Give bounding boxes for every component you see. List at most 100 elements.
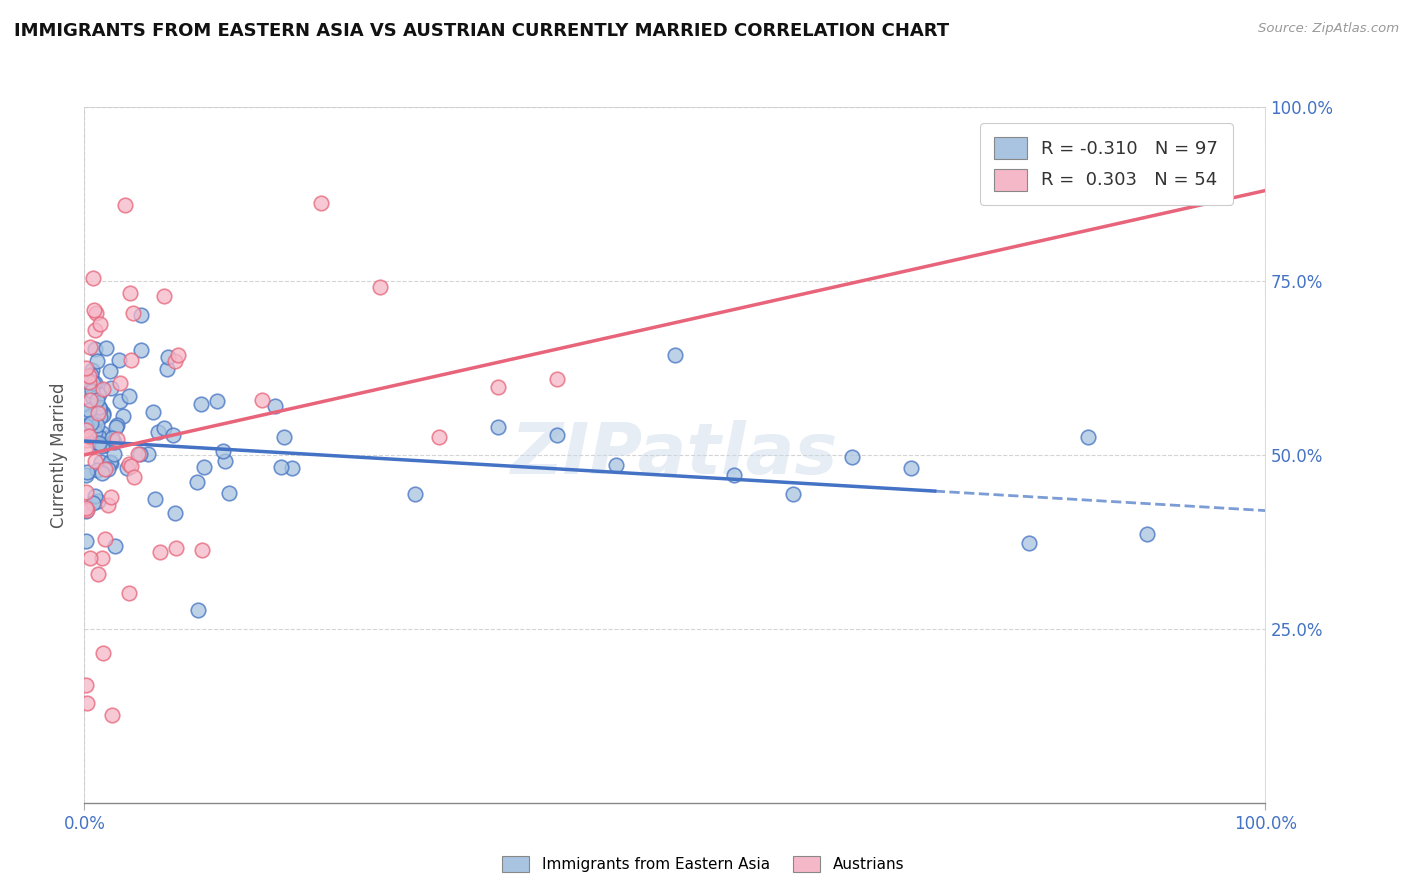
Point [546,428,568,442]
Point [86,566,108,581]
Point [143,492,166,507]
Point [100,708,122,723]
Point [263,399,285,413]
Point [75,423,97,437]
Point [193,460,215,475]
Point [76,696,98,710]
Point [83,303,105,318]
Point [281,461,304,475]
Legend: Immigrants from Eastern Asia, Austrians: Immigrants from Eastern Asia, Austrians [495,848,911,880]
Point [82,271,104,285]
Point [75,419,97,434]
Point [101,432,124,446]
Point [89,435,111,450]
Point [841,450,863,464]
Point [75,433,97,447]
Point [1077,430,1099,444]
Point [79,341,101,355]
Point [91,382,114,396]
Point [546,372,568,386]
Point [108,394,131,409]
Point [120,353,142,368]
Point [83,454,105,468]
Point [94,462,117,476]
Point [124,469,146,483]
Point [77,429,100,443]
Point [118,457,141,471]
Point [129,343,152,357]
Point [118,389,141,403]
Point [87,387,110,401]
Text: Source: ZipAtlas.com: Source: ZipAtlas.com [1258,22,1399,36]
Point [153,289,176,303]
Point [87,437,110,451]
Point [90,454,112,468]
Point [75,533,97,548]
Point [90,466,112,480]
Y-axis label: Currently Married: Currently Married [51,382,69,528]
Point [309,196,332,211]
Point [94,431,117,445]
Point [103,435,125,450]
Point [114,198,136,212]
Point [79,368,101,382]
Point [80,363,103,377]
Point [75,397,97,411]
Point [76,465,98,479]
Point [146,425,169,439]
Point [84,343,107,357]
Point [136,447,159,461]
Point [108,376,131,390]
Point [84,306,107,320]
Point [486,420,509,434]
Point [75,503,97,517]
Point [84,425,107,439]
Point [76,502,98,516]
Point [76,373,98,387]
Point [86,392,108,407]
Point [156,361,179,376]
Point [93,646,115,660]
Point [90,439,112,453]
Point [250,392,273,407]
Point [129,447,152,461]
Point [118,585,141,599]
Point [129,308,152,322]
Point [205,393,228,408]
Point [120,458,142,473]
Point [162,428,184,442]
Point [1018,535,1040,549]
Point [87,406,110,420]
Point [91,405,114,419]
Point [89,430,111,444]
Point [87,400,110,414]
Point [80,416,103,430]
Point [368,279,391,293]
Point [86,462,108,476]
Point [605,458,627,472]
Point [105,420,128,434]
Point [93,437,115,451]
Point [89,401,111,416]
Point [273,430,295,444]
Point [100,490,122,504]
Point [163,506,186,520]
Point [100,455,122,469]
Point [94,341,117,355]
Point [187,603,209,617]
Point [86,354,108,368]
Point [87,494,110,508]
Point [75,374,97,388]
Point [75,678,97,692]
Point [104,539,127,553]
Point [75,440,97,454]
Point [1136,527,1159,541]
Point [142,404,165,418]
Point [90,550,112,565]
Point [404,487,426,501]
Point [165,541,187,555]
Point [723,467,745,482]
Point [167,348,190,362]
Point [103,447,125,461]
Text: ZIPatlas: ZIPatlas [512,420,838,490]
